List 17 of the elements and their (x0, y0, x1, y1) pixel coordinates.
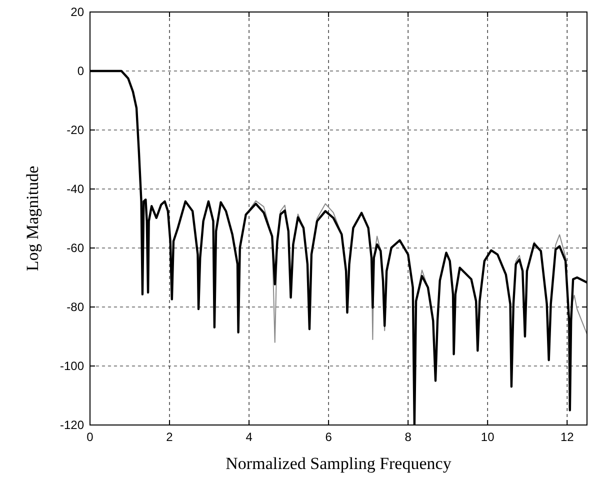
x-tick-label: 8 (404, 430, 412, 444)
y-tick-label: -100 (60, 359, 84, 374)
x-tick-label: 10 (480, 430, 495, 444)
x-tick-label: 2 (166, 430, 174, 444)
y-tick-label: -120 (60, 418, 84, 432)
x-tick-label: 6 (325, 430, 332, 444)
y-tick-label: -20 (66, 123, 84, 138)
x-axis-title: Normalized Sampling Frequency (226, 454, 452, 473)
y-tick-label: -40 (66, 182, 84, 196)
x-tick-label: 12 (560, 430, 574, 444)
y-tick-label: 20 (70, 5, 84, 20)
y-tick-label: -80 (66, 300, 84, 314)
x-tick-label: 4 (246, 430, 253, 444)
y-tick-label: -60 (66, 241, 84, 256)
x-tick-label: 0 (86, 430, 94, 444)
y-tick-label: 0 (77, 64, 84, 78)
y-axis-title: Log Magnitude (23, 166, 42, 272)
